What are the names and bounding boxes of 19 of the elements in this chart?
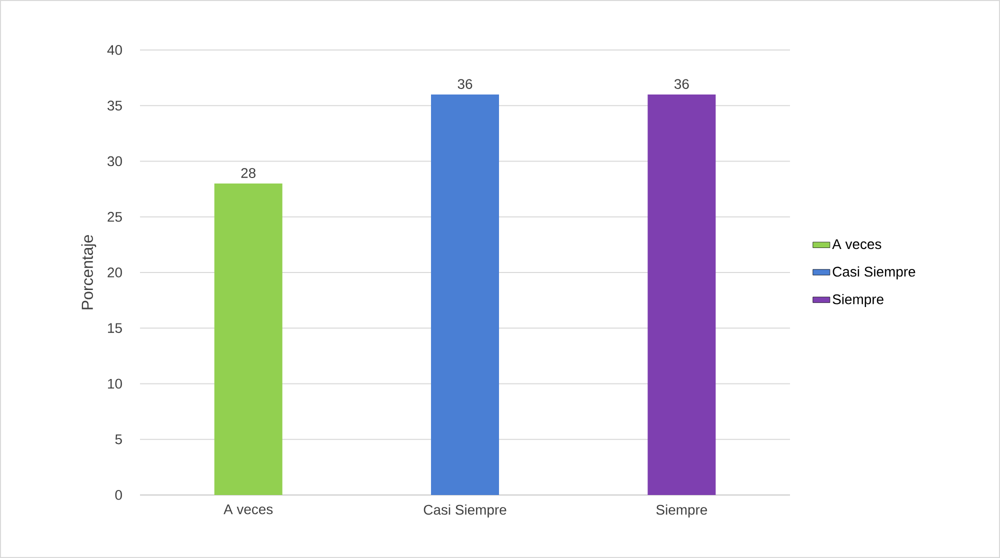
data-label: 28	[241, 168, 256, 178]
data-label: 36	[674, 79, 689, 89]
x-tick-label: Casi Siempre	[424, 504, 506, 518]
data-label: 36	[458, 79, 472, 89]
y-axis-title: Porcentaje	[81, 235, 96, 310]
y-tick-label: 40	[107, 45, 122, 55]
x-tick-label: A veces	[224, 504, 273, 514]
x-tick-label: Siempre	[656, 504, 708, 518]
y-tick-label: 35	[108, 100, 122, 111]
y-tick-label: 0	[115, 490, 122, 500]
y-tick-label: 20	[108, 268, 122, 278]
y-tick-label: 10	[108, 378, 122, 389]
legend-label: Siempre	[832, 294, 884, 308]
y-tick-label: 25	[108, 212, 122, 222]
y-tick-label: 30	[108, 156, 122, 166]
legend-label: A veces	[832, 239, 882, 250]
y-tick-label: 15	[108, 323, 122, 333]
legend-label: Casi Siempre	[832, 266, 916, 280]
y-tick-label: 5	[115, 434, 122, 444]
